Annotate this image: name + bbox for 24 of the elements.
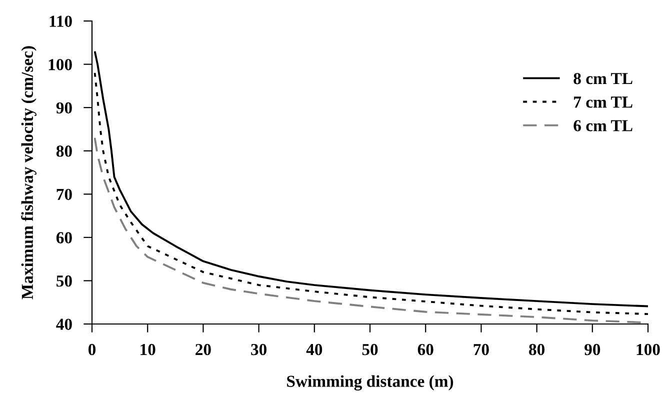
x-tick-label: 90 <box>584 344 600 356</box>
y-tick-label: 40 <box>56 318 72 330</box>
x-tick-label: 60 <box>418 344 434 356</box>
x-tick-label: 30 <box>251 344 266 356</box>
y-tick-label: 100 <box>48 58 72 70</box>
legend-label: 8 cm TL <box>574 72 632 84</box>
x-tick-label: 0 <box>88 344 96 356</box>
y-tick-label: 60 <box>56 232 72 244</box>
y-tick-label: 70 <box>56 188 72 200</box>
x-tick-label: 20 <box>196 344 211 356</box>
y-tick-label: 50 <box>56 275 72 287</box>
y-tick-label: 80 <box>56 146 72 157</box>
x-tick-label: 50 <box>362 344 378 356</box>
x-tick-label: 70 <box>474 344 489 356</box>
x-tick-label: 100 <box>636 344 660 356</box>
x-tick-label: 40 <box>306 344 322 356</box>
legend-label: 7 cm TL <box>574 96 632 108</box>
legend-label: 6 cm TL <box>574 120 632 132</box>
x-tick-label: 80 <box>529 344 544 356</box>
x-tick-label: 10 <box>140 344 156 356</box>
y-tick-label: 110 <box>50 16 72 27</box>
x-axis-title: Swimming distance (m) <box>287 375 454 390</box>
y-axis-title: Maximum fishway velocity (cm/sec) <box>21 46 36 300</box>
y-tick-label: 90 <box>56 102 72 114</box>
